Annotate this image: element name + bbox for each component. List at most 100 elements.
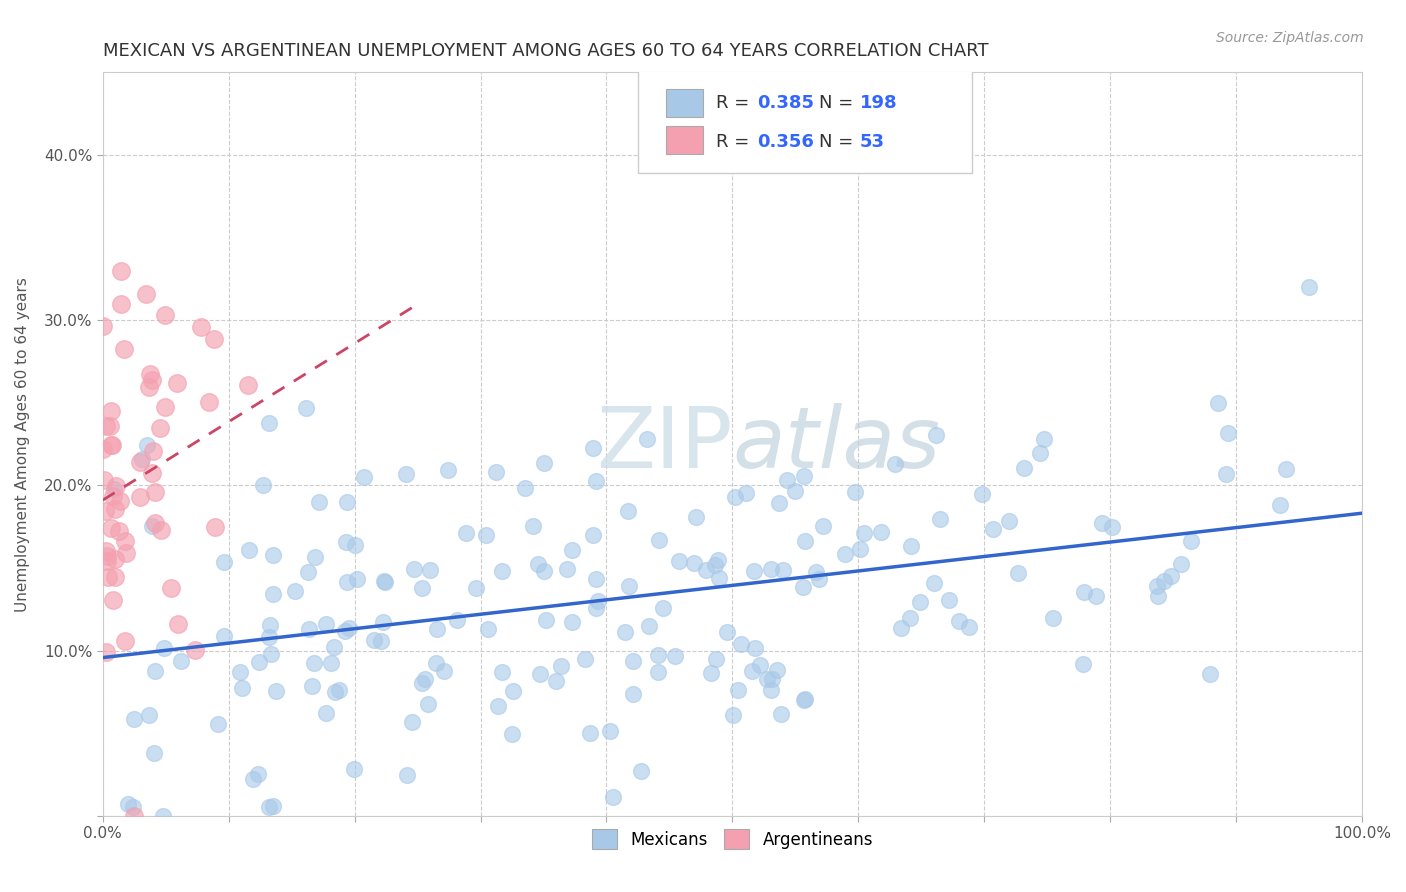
Point (100, 404, 122, 418)
Point (343, 762, 366, 776)
Point (104, 501, 127, 516)
Point (262, 548, 284, 562)
Point (621, 654, 644, 668)
Point (413, 672, 436, 686)
Point (647, 533, 669, 548)
Point (707, 553, 730, 567)
Point (419, 563, 441, 577)
Point (247, 655, 270, 669)
Point (346, 572, 368, 586)
Point (212, 555, 235, 569)
Point (534, 613, 557, 627)
Point (456, 526, 478, 541)
Point (630, 764, 652, 779)
Point (94, 645, 117, 659)
Point (1007, 566, 1029, 581)
Point (257, 416, 280, 430)
Point (104, 478, 127, 492)
Point (477, 622, 499, 636)
Point (166, 616, 188, 631)
Point (411, 675, 433, 690)
Point (794, 692, 817, 706)
Point (1206, 396, 1229, 410)
Point (262, 798, 284, 813)
Point (395, 768, 418, 782)
Point (143, 746, 166, 760)
Point (647, 665, 669, 679)
Point (138, 707, 160, 722)
Point (957, 619, 980, 633)
Point (527, 557, 550, 571)
FancyBboxPatch shape (665, 89, 703, 117)
FancyBboxPatch shape (638, 70, 972, 173)
Point (238, 377, 260, 392)
Point (149, 420, 172, 434)
Point (129, 490, 152, 504)
Point (262, 587, 284, 601)
Point (769, 707, 792, 722)
Point (735, 486, 758, 500)
Point (742, 564, 765, 578)
Point (579, 726, 602, 740)
FancyBboxPatch shape (665, 126, 703, 154)
Text: R =: R = (716, 133, 755, 151)
Point (853, 526, 876, 541)
Point (264, 684, 287, 698)
Point (94, 504, 117, 518)
Point (323, 684, 346, 698)
Point (122, 712, 145, 726)
Point (623, 687, 645, 701)
Point (1101, 520, 1123, 534)
Point (101, 438, 124, 452)
Point (1146, 579, 1168, 593)
Point (1091, 516, 1114, 530)
Point (212, 629, 235, 643)
Point (135, 286, 157, 301)
Point (776, 473, 799, 487)
Point (574, 651, 596, 665)
Point (112, 343, 135, 357)
Point (533, 564, 555, 578)
Point (228, 665, 250, 680)
Point (411, 581, 433, 595)
Point (252, 478, 274, 492)
Point (231, 681, 253, 695)
Point (143, 516, 166, 530)
Point (204, 520, 226, 534)
Point (425, 657, 447, 671)
Point (638, 619, 661, 633)
Point (336, 575, 359, 590)
Point (785, 484, 807, 499)
Point (1042, 611, 1064, 625)
Point (153, 400, 176, 414)
Point (1180, 534, 1202, 549)
Point (247, 767, 270, 781)
Point (464, 582, 486, 596)
Point (707, 571, 730, 585)
Point (374, 574, 396, 589)
Point (1147, 590, 1170, 604)
Point (110, 297, 132, 311)
Point (749, 657, 772, 672)
Point (184, 643, 207, 657)
Point (101, 489, 124, 503)
Point (585, 600, 607, 615)
Point (308, 495, 330, 509)
Point (104, 552, 127, 566)
Point (160, 581, 183, 595)
Point (614, 625, 637, 640)
Point (848, 541, 870, 556)
Point (898, 611, 921, 625)
Point (323, 640, 346, 654)
Point (260, 648, 283, 662)
Point (153, 641, 176, 656)
Point (727, 683, 749, 698)
Point (1029, 446, 1052, 460)
Point (475, 528, 498, 542)
Point (794, 533, 817, 548)
Y-axis label: Unemployment Among Ages 60 to 64 years: Unemployment Among Ages 60 to 64 years (15, 277, 30, 612)
Point (755, 672, 778, 686)
Point (582, 528, 605, 542)
Point (585, 572, 607, 586)
Point (513, 481, 536, 495)
